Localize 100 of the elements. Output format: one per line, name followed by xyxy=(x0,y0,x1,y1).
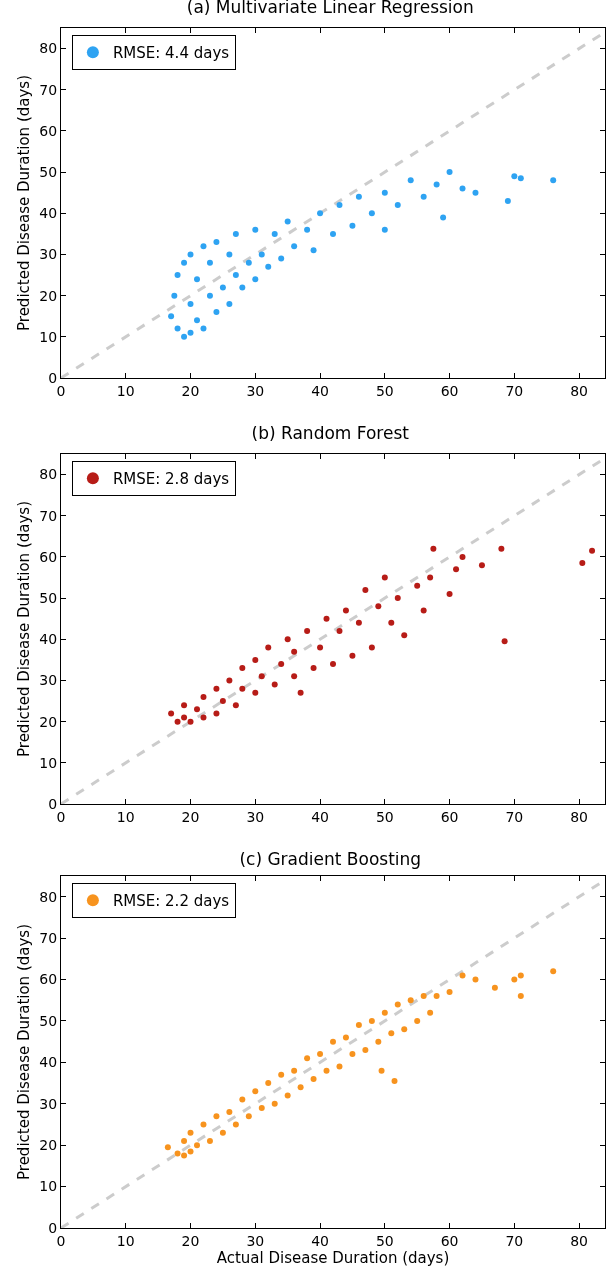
y-tick-label: 40 xyxy=(39,205,58,222)
point xyxy=(200,325,207,332)
point xyxy=(330,661,336,667)
point xyxy=(239,665,246,672)
y-tick-label: 70 xyxy=(39,507,58,524)
point xyxy=(511,173,518,180)
point xyxy=(579,560,586,567)
x-tick-label: 50 xyxy=(375,808,394,825)
y-axis-title: Predicted Disease Duration (days) xyxy=(14,501,33,757)
x-tick-label: 60 xyxy=(440,808,459,825)
point xyxy=(297,1084,304,1091)
point xyxy=(284,1092,291,1099)
point xyxy=(239,284,246,291)
point xyxy=(206,292,213,299)
x-tick-label: 30 xyxy=(246,808,265,825)
point xyxy=(472,189,479,196)
point xyxy=(194,1142,200,1149)
point xyxy=(323,1067,330,1074)
x-tick-label: 40 xyxy=(311,1232,329,1249)
point xyxy=(394,1001,401,1008)
point xyxy=(181,1138,188,1145)
point xyxy=(517,993,524,1000)
point xyxy=(284,636,291,643)
point xyxy=(232,1121,239,1128)
legend-label: RMSE: 2.8 days xyxy=(112,470,230,489)
point xyxy=(414,1017,421,1024)
point xyxy=(414,582,421,589)
point xyxy=(381,574,388,581)
point xyxy=(375,603,382,610)
point xyxy=(459,972,466,979)
point xyxy=(168,710,175,717)
point xyxy=(265,263,272,270)
point xyxy=(478,562,485,569)
point xyxy=(375,1038,382,1045)
point xyxy=(304,1055,311,1062)
y-tick-label: 30 xyxy=(39,1095,58,1112)
point xyxy=(388,1030,395,1037)
x-tick-label: 70 xyxy=(505,382,524,399)
point xyxy=(245,1113,252,1120)
y-tick-label: 0 xyxy=(48,795,58,812)
point xyxy=(472,976,479,983)
chart-title: (c) Gradient Boosting xyxy=(239,849,422,870)
point xyxy=(446,988,453,995)
point xyxy=(206,259,213,266)
y-tick-label: 50 xyxy=(39,590,58,607)
y-tick-label: 40 xyxy=(39,631,58,648)
point xyxy=(362,586,369,593)
x-tick-label: 50 xyxy=(375,1232,394,1249)
point xyxy=(401,632,408,639)
point xyxy=(187,1148,194,1155)
y-tick-label: 70 xyxy=(39,930,58,947)
point xyxy=(271,681,278,688)
y-tick-label: 50 xyxy=(39,164,58,181)
point xyxy=(271,1100,278,1107)
point xyxy=(187,251,194,258)
point xyxy=(200,1121,207,1128)
point xyxy=(407,997,414,1004)
point xyxy=(342,1034,349,1041)
point xyxy=(271,230,278,237)
point xyxy=(181,1152,188,1159)
y-tick-label: 20 xyxy=(39,287,58,304)
point xyxy=(174,718,181,725)
point xyxy=(239,685,246,692)
x-tick-label: 40 xyxy=(311,808,329,825)
y-tick-label: 80 xyxy=(39,466,58,483)
chart-title: (a) Multivariate Linear Regression xyxy=(186,0,474,18)
point xyxy=(200,714,207,721)
point xyxy=(498,545,505,552)
point xyxy=(433,993,440,1000)
point xyxy=(336,202,343,209)
point xyxy=(291,243,298,250)
y-axis-title: Predicted Disease Duration (days) xyxy=(14,924,33,1180)
point xyxy=(297,689,304,696)
point xyxy=(187,329,194,336)
x-tick-label: 20 xyxy=(181,382,200,399)
point xyxy=(174,325,181,332)
y-tick-label: 30 xyxy=(39,246,58,263)
x-tick-label: 10 xyxy=(116,382,135,399)
y-tick-label: 0 xyxy=(48,369,58,386)
point xyxy=(446,591,453,597)
point xyxy=(252,1088,259,1095)
x-tick-label: 10 xyxy=(116,1232,135,1249)
legend-label: RMSE: 4.4 days xyxy=(112,44,230,63)
x-tick-label: 70 xyxy=(505,1232,524,1249)
point xyxy=(206,1138,213,1145)
point xyxy=(368,1017,375,1024)
point xyxy=(194,317,200,324)
point xyxy=(226,677,233,684)
point xyxy=(381,1009,388,1016)
point xyxy=(181,333,188,340)
point xyxy=(265,1080,272,1087)
point xyxy=(430,545,437,552)
point xyxy=(252,276,259,283)
y-tick-label: 0 xyxy=(48,1219,58,1236)
point xyxy=(368,644,375,651)
point xyxy=(342,607,349,614)
x-tick-label: 20 xyxy=(181,1232,200,1249)
point xyxy=(362,1046,369,1053)
point xyxy=(349,222,356,229)
point xyxy=(239,1096,246,1103)
